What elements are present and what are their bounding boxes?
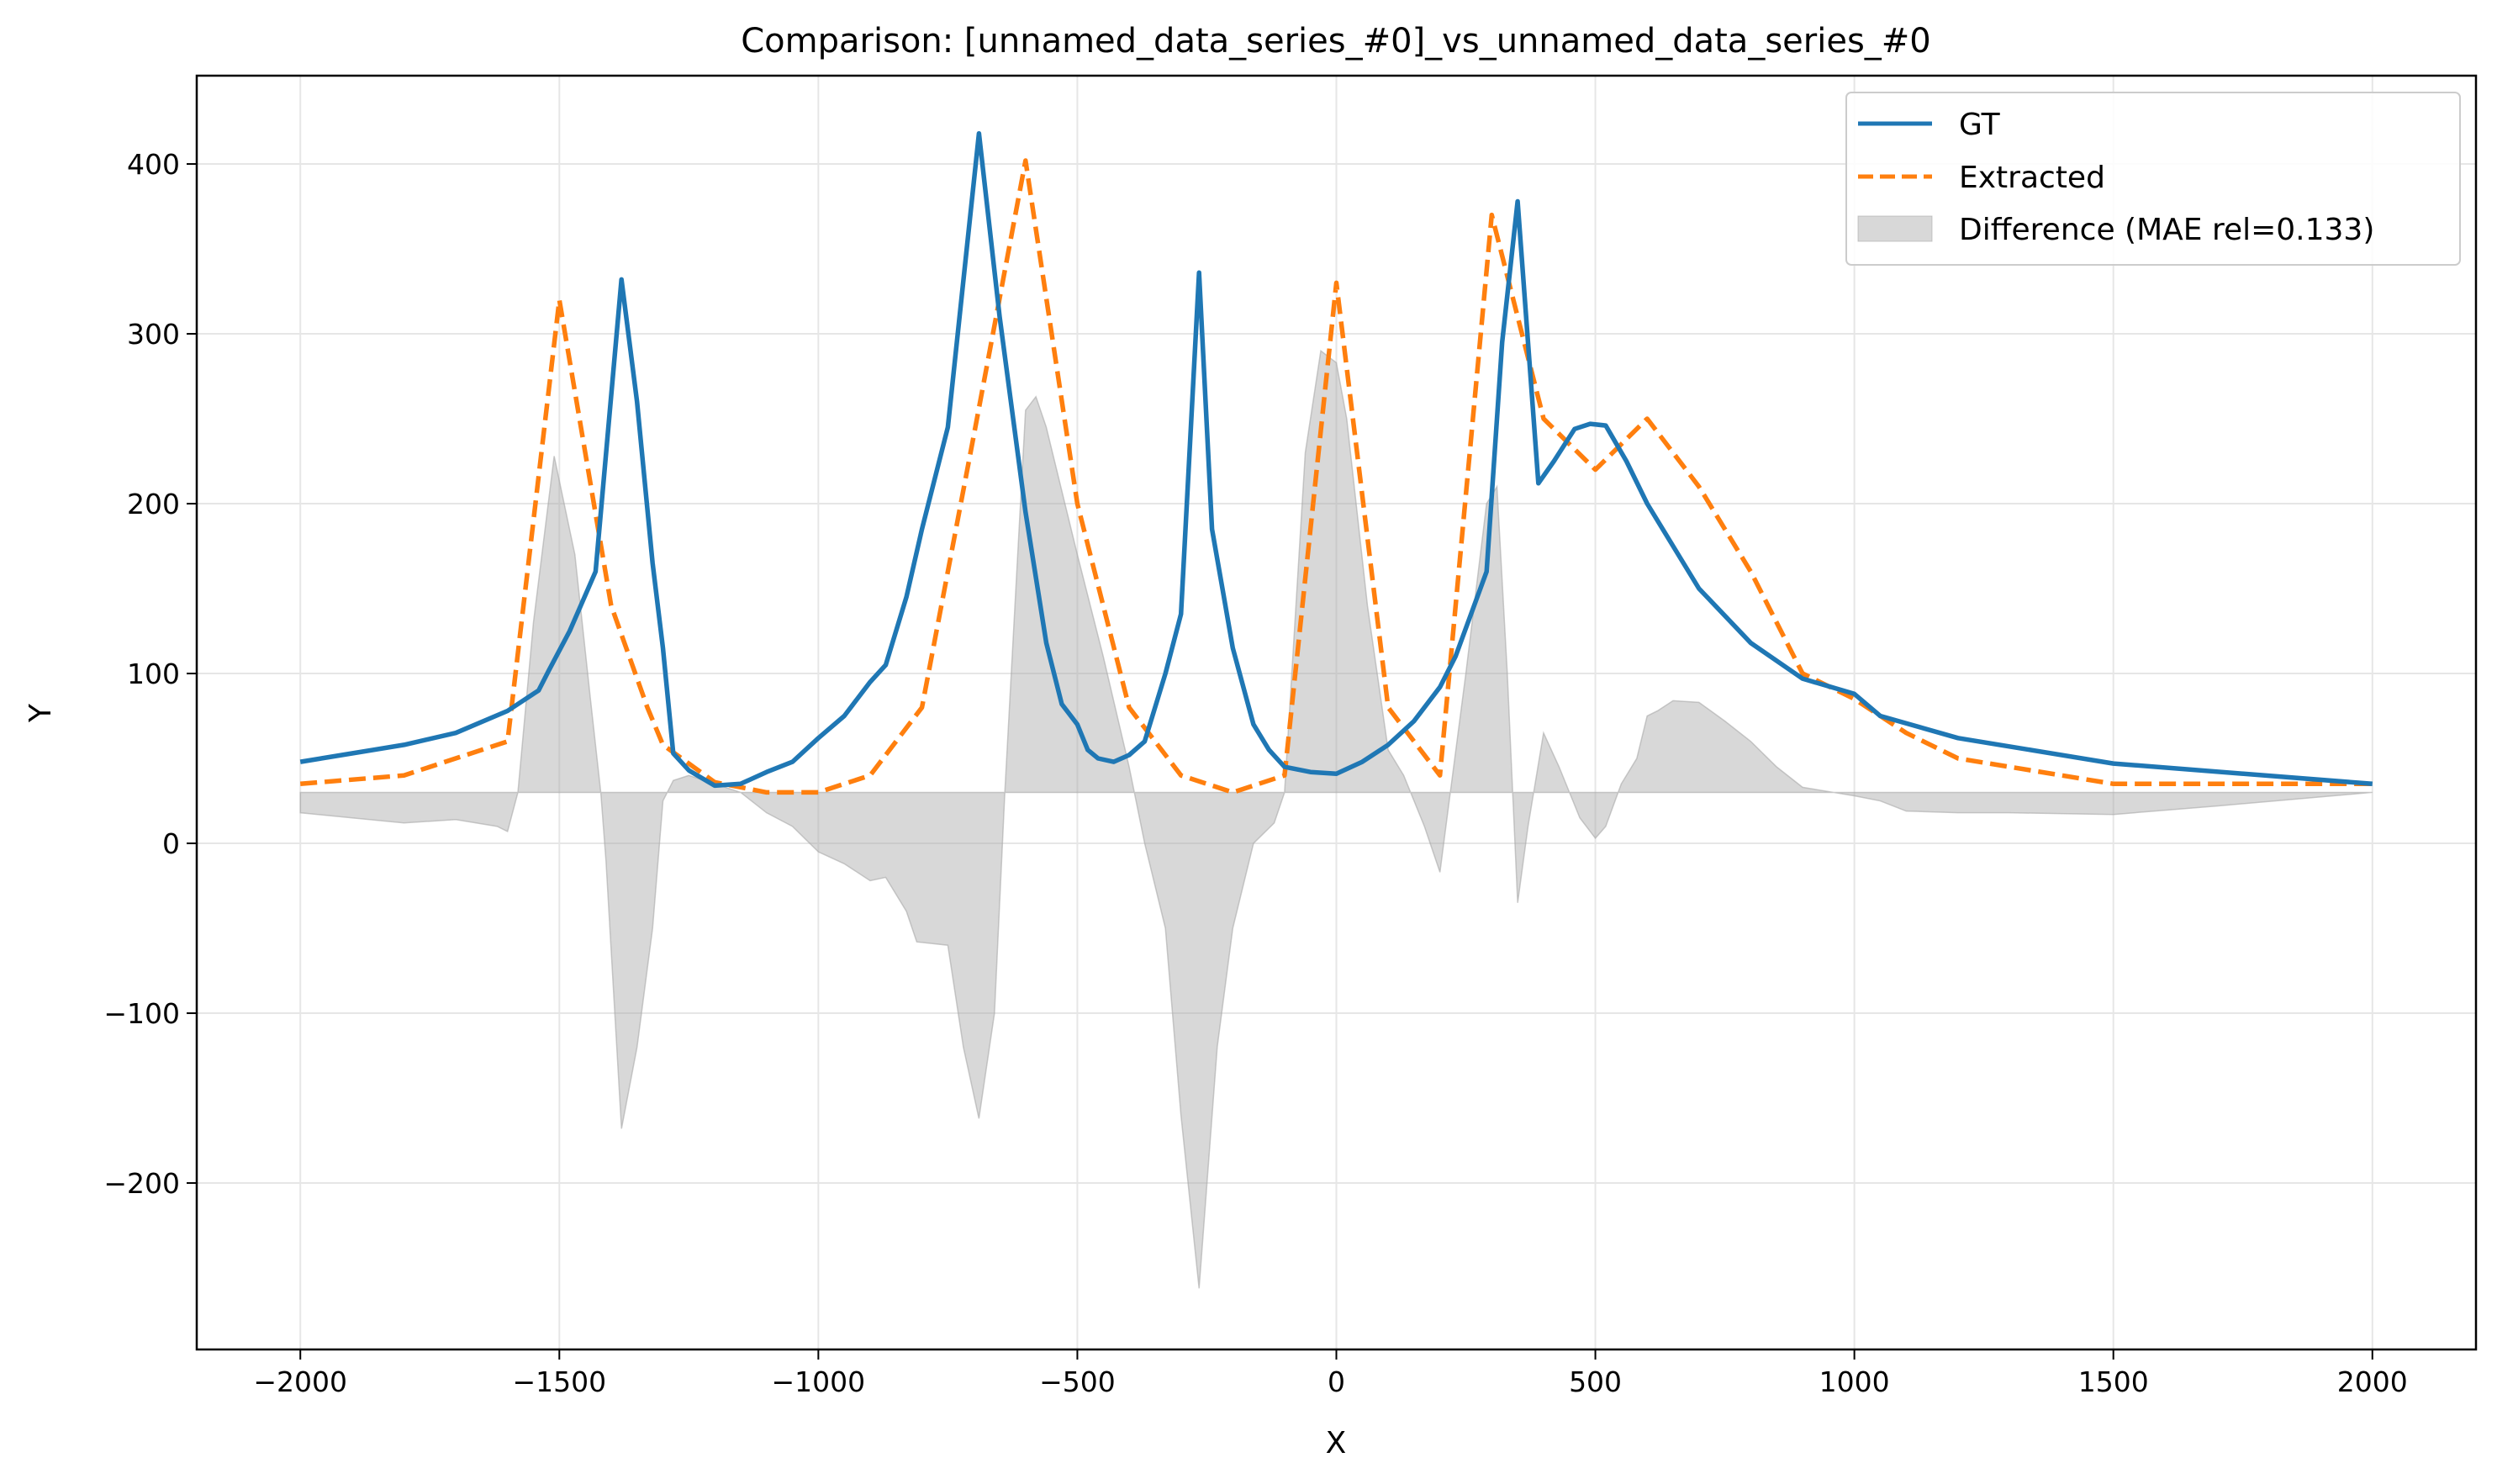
grid-lines xyxy=(197,76,2476,1349)
y-axis-label: Y xyxy=(24,703,58,723)
y-tick-label: −200 xyxy=(103,1167,180,1200)
difference-fill-layer xyxy=(299,349,2373,1289)
difference-area xyxy=(299,349,2373,1289)
y-tick-label: 200 xyxy=(127,488,180,520)
y-tick-label: 100 xyxy=(127,658,180,690)
axis-ticks: −2000 −1500 −1000 −500 0 500 1000 1500 2000−200−… xyxy=(103,148,2407,1398)
x-axis-label: X xyxy=(1326,1426,1347,1460)
legend-difference-label: Difference (MAE rel=0.133) xyxy=(1959,213,2374,247)
gt-series-line xyxy=(299,130,2373,789)
extracted-series-line xyxy=(299,158,2373,795)
legend-box xyxy=(1845,92,2461,266)
x-tick-label: 1000 xyxy=(1819,1365,1890,1398)
legend-extracted-label: Extracted xyxy=(1959,161,2105,195)
x-tick-label: 1500 xyxy=(2078,1365,2149,1398)
y-tick-label: −100 xyxy=(103,997,180,1030)
chart-title: Comparison: [unnamed_data_series_#0]_vs_… xyxy=(741,22,1931,61)
x-tick-label: 500 xyxy=(1569,1365,1622,1398)
series-layer xyxy=(299,130,2373,795)
y-tick-label: 400 xyxy=(127,148,180,181)
x-tick-label: −2000 xyxy=(253,1365,347,1398)
x-tick-label: 0 xyxy=(1328,1365,1345,1398)
legend-gt-label: GT xyxy=(1959,108,2001,142)
legend-difference-swatch xyxy=(1857,215,1933,242)
x-tick-label: 2000 xyxy=(2337,1365,2408,1398)
legend: GT Extracted Difference (MAE rel=0.133) xyxy=(1845,92,2461,266)
x-tick-label: −1000 xyxy=(772,1365,866,1398)
y-tick-label: 300 xyxy=(127,318,180,351)
y-tick-label: 0 xyxy=(162,827,180,860)
x-tick-label: −500 xyxy=(1039,1365,1116,1398)
x-tick-label: −1500 xyxy=(512,1365,606,1398)
